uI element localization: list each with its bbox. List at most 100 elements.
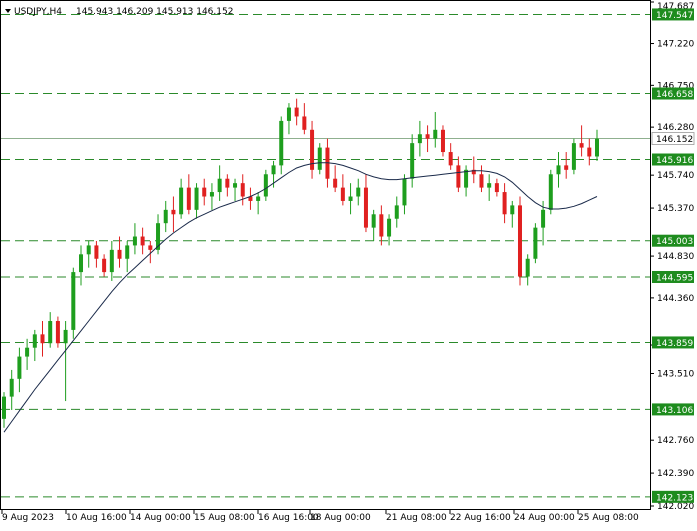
level-label-6: 143.106 (652, 403, 694, 416)
candle-body (9, 378, 14, 397)
candle-body (248, 196, 253, 201)
candle-body (25, 347, 30, 357)
triangle-down-icon[interactable] (5, 9, 11, 13)
plot-frame (0, 0, 651, 510)
price-label-text: 146.152 (656, 135, 693, 145)
candle-body (279, 120, 284, 166)
level-label-text: 142.123 (656, 493, 693, 503)
level-label-text: 147.547 (656, 11, 693, 21)
candle-body (302, 116, 307, 130)
y-tick-label: 147.220 (657, 40, 694, 50)
candle-body (402, 178, 407, 206)
y-tick-label: 145.370 (657, 204, 694, 214)
candle-body (209, 192, 214, 197)
y-tick-label: 142.390 (657, 469, 694, 479)
candle-body (471, 169, 476, 175)
candle-body (240, 183, 245, 197)
candle-body (156, 223, 161, 250)
candle-body (40, 334, 45, 344)
y-tick-label: 142.760 (657, 436, 694, 446)
chart-header: USDJPY,H4 145.943 146.209 145.913 146.15… (5, 7, 233, 17)
level-label-bg (652, 234, 694, 247)
x-tick-label: 25 Aug 08:00 (578, 513, 639, 523)
candle-body (140, 236, 145, 246)
candle-body (148, 245, 153, 250)
candle-body (517, 205, 522, 277)
candle-body (533, 227, 538, 259)
level-label-bg (652, 153, 694, 166)
level-label-3: 145.003 (652, 234, 694, 247)
candle-body (271, 165, 276, 175)
level-label-bg (652, 270, 694, 283)
candle-body (348, 196, 353, 201)
candle-body (456, 165, 461, 188)
candle-body (371, 214, 376, 228)
candle-body (433, 129, 438, 139)
symbol-label: USDJPY,H4 (14, 7, 62, 17)
candle-body (587, 147, 592, 157)
candle-body (171, 209, 176, 215)
candle-body (417, 134, 422, 144)
level-label-bg (652, 403, 694, 416)
level-label-0: 147.547 (652, 8, 694, 21)
candle-body (48, 321, 53, 344)
level-label-2: 145.916 (652, 153, 694, 166)
ohlc-values: 145.943 146.209 145.913 146.152 (76, 7, 233, 17)
candles (2, 98, 599, 428)
x-tick-label: 18 Aug 00:00 (310, 513, 371, 523)
level-labels: 147.547 146.658 145.916 145.003 144.595 143.8… (652, 8, 694, 503)
candle-body (548, 174, 553, 210)
candle-body (125, 245, 130, 259)
candle-body (479, 174, 484, 188)
candle-body (340, 187, 345, 201)
candle-body (109, 249, 114, 273)
level-label-bg (652, 87, 694, 100)
y-tick-label: 144.830 (657, 252, 694, 262)
time-axis[interactable]: 9 Aug 2023 10 Aug 16:00 14 Aug 00:00 15 Aug… (1, 510, 639, 523)
level-label-text: 145.916 (656, 156, 693, 166)
candle-body (55, 321, 60, 344)
candle-body (564, 165, 569, 170)
level-label-1: 146.658 (652, 87, 694, 100)
candle-body (494, 183, 499, 193)
level-label-text: 145.003 (656, 237, 693, 247)
candle-body (310, 129, 315, 170)
candle-body (464, 169, 469, 188)
candle-body (94, 245, 99, 259)
candle-body (541, 209, 546, 228)
candle-body (356, 187, 361, 197)
candle-body (440, 129, 445, 153)
y-tick-label: 146.750 (657, 81, 694, 91)
candle-body (132, 236, 137, 246)
level-label-bg (652, 490, 694, 503)
candle-body (510, 205, 515, 215)
candle-body (525, 258, 530, 277)
level-label-7: 142.123 (652, 490, 694, 503)
x-tick-label: 14 Aug 00:00 (130, 513, 191, 523)
y-tick-label: 143.510 (657, 369, 694, 379)
current-price-label: 146.152 (651, 132, 695, 145)
candle-body (179, 187, 184, 215)
candle-body (363, 187, 368, 228)
level-label-5: 143.859 (652, 336, 694, 349)
price-axis[interactable]: 147.687 147.220 146.750 146.280 145.740 145.3… (650, 1, 694, 512)
candle-body (579, 143, 584, 148)
candle-body (425, 134, 430, 139)
level-label-bg (652, 336, 694, 349)
candle-body (86, 245, 91, 255)
candle-body (217, 178, 222, 193)
candle-body (448, 152, 453, 166)
candle-body (225, 178, 230, 188)
x-tick-label: 15 Aug 08:00 (194, 513, 255, 523)
candle-body (317, 147, 322, 170)
candle-body (117, 249, 122, 259)
candle-body (63, 329, 68, 344)
candle-body (263, 174, 268, 197)
candle-body (379, 214, 384, 237)
x-tick-label: 24 Aug 00:00 (514, 513, 575, 523)
y-tick-label: 142.020 (657, 502, 694, 512)
x-tick-label: 21 Aug 08:00 (386, 513, 447, 523)
y-tick-label: 145.740 (657, 171, 694, 181)
